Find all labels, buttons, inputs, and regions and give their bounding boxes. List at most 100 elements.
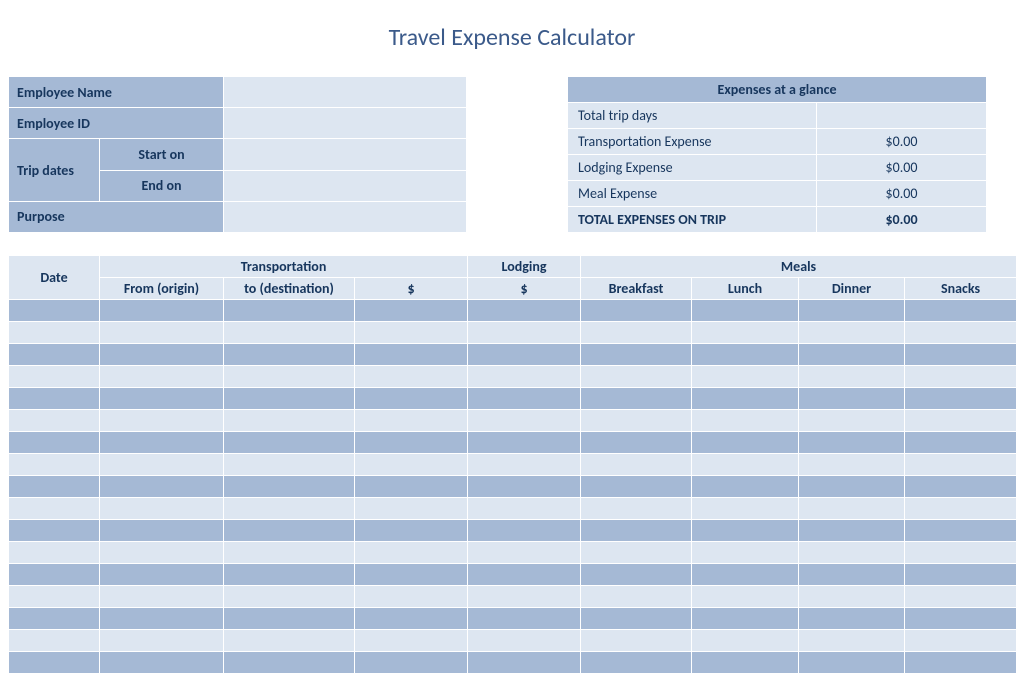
cell-snacks[interactable] xyxy=(905,520,1017,542)
purpose-value[interactable] xyxy=(224,201,467,232)
cell-lodging_amount[interactable] xyxy=(468,630,581,652)
cell-from[interactable] xyxy=(100,388,224,410)
cell-dinner[interactable] xyxy=(799,476,905,498)
cell-lodging_amount[interactable] xyxy=(468,608,581,630)
cell-lodging_amount[interactable] xyxy=(468,454,581,476)
cell-breakfast[interactable] xyxy=(581,322,692,344)
cell-to[interactable] xyxy=(224,388,355,410)
cell-to[interactable] xyxy=(224,498,355,520)
start-on-value[interactable] xyxy=(224,139,467,170)
cell-from[interactable] xyxy=(100,630,224,652)
cell-from[interactable] xyxy=(100,586,224,608)
cell-to[interactable] xyxy=(224,652,355,674)
cell-from[interactable] xyxy=(100,366,224,388)
cell-lunch[interactable] xyxy=(692,630,799,652)
cell-date[interactable] xyxy=(9,322,100,344)
cell-to[interactable] xyxy=(224,300,355,322)
cell-trans_amount[interactable] xyxy=(355,652,468,674)
cell-lunch[interactable] xyxy=(692,344,799,366)
cell-dinner[interactable] xyxy=(799,454,905,476)
cell-from[interactable] xyxy=(100,432,224,454)
cell-breakfast[interactable] xyxy=(581,454,692,476)
cell-snacks[interactable] xyxy=(905,630,1017,652)
cell-snacks[interactable] xyxy=(905,608,1017,630)
cell-lunch[interactable] xyxy=(692,542,799,564)
cell-lodging_amount[interactable] xyxy=(468,586,581,608)
cell-lodging_amount[interactable] xyxy=(468,344,581,366)
cell-lodging_amount[interactable] xyxy=(468,498,581,520)
cell-lunch[interactable] xyxy=(692,520,799,542)
cell-trans_amount[interactable] xyxy=(355,388,468,410)
cell-breakfast[interactable] xyxy=(581,520,692,542)
cell-from[interactable] xyxy=(100,498,224,520)
employee-name-value[interactable] xyxy=(224,77,467,108)
cell-breakfast[interactable] xyxy=(581,432,692,454)
cell-date[interactable] xyxy=(9,476,100,498)
cell-dinner[interactable] xyxy=(799,300,905,322)
cell-to[interactable] xyxy=(224,520,355,542)
cell-breakfast[interactable] xyxy=(581,586,692,608)
cell-trans_amount[interactable] xyxy=(355,366,468,388)
cell-snacks[interactable] xyxy=(905,410,1017,432)
cell-to[interactable] xyxy=(224,432,355,454)
cell-to[interactable] xyxy=(224,608,355,630)
cell-dinner[interactable] xyxy=(799,608,905,630)
cell-date[interactable] xyxy=(9,454,100,476)
cell-lunch[interactable] xyxy=(692,564,799,586)
cell-from[interactable] xyxy=(100,410,224,432)
cell-from[interactable] xyxy=(100,520,224,542)
cell-from[interactable] xyxy=(100,652,224,674)
cell-from[interactable] xyxy=(100,608,224,630)
cell-date[interactable] xyxy=(9,366,100,388)
cell-snacks[interactable] xyxy=(905,344,1017,366)
cell-lunch[interactable] xyxy=(692,300,799,322)
cell-trans_amount[interactable] xyxy=(355,608,468,630)
cell-date[interactable] xyxy=(9,388,100,410)
cell-lodging_amount[interactable] xyxy=(468,366,581,388)
cell-lodging_amount[interactable] xyxy=(468,388,581,410)
cell-snacks[interactable] xyxy=(905,652,1017,674)
cell-lunch[interactable] xyxy=(692,454,799,476)
cell-date[interactable] xyxy=(9,630,100,652)
cell-dinner[interactable] xyxy=(799,630,905,652)
cell-trans_amount[interactable] xyxy=(355,564,468,586)
cell-date[interactable] xyxy=(9,520,100,542)
cell-from[interactable] xyxy=(100,344,224,366)
cell-dinner[interactable] xyxy=(799,388,905,410)
cell-lodging_amount[interactable] xyxy=(468,322,581,344)
cell-date[interactable] xyxy=(9,608,100,630)
cell-lodging_amount[interactable] xyxy=(468,652,581,674)
cell-dinner[interactable] xyxy=(799,520,905,542)
cell-trans_amount[interactable] xyxy=(355,586,468,608)
cell-snacks[interactable] xyxy=(905,542,1017,564)
cell-to[interactable] xyxy=(224,322,355,344)
cell-to[interactable] xyxy=(224,476,355,498)
cell-dinner[interactable] xyxy=(799,542,905,564)
cell-lodging_amount[interactable] xyxy=(468,432,581,454)
cell-to[interactable] xyxy=(224,454,355,476)
cell-trans_amount[interactable] xyxy=(355,344,468,366)
cell-lunch[interactable] xyxy=(692,498,799,520)
cell-trans_amount[interactable] xyxy=(355,300,468,322)
cell-dinner[interactable] xyxy=(799,366,905,388)
cell-breakfast[interactable] xyxy=(581,300,692,322)
cell-to[interactable] xyxy=(224,366,355,388)
cell-trans_amount[interactable] xyxy=(355,542,468,564)
cell-snacks[interactable] xyxy=(905,454,1017,476)
cell-snacks[interactable] xyxy=(905,498,1017,520)
cell-lunch[interactable] xyxy=(692,366,799,388)
cell-date[interactable] xyxy=(9,542,100,564)
cell-snacks[interactable] xyxy=(905,586,1017,608)
end-on-value[interactable] xyxy=(224,170,467,201)
cell-trans_amount[interactable] xyxy=(355,476,468,498)
cell-date[interactable] xyxy=(9,432,100,454)
cell-lunch[interactable] xyxy=(692,586,799,608)
cell-from[interactable] xyxy=(100,476,224,498)
cell-dinner[interactable] xyxy=(799,410,905,432)
cell-date[interactable] xyxy=(9,498,100,520)
cell-dinner[interactable] xyxy=(799,586,905,608)
cell-date[interactable] xyxy=(9,300,100,322)
cell-lodging_amount[interactable] xyxy=(468,520,581,542)
cell-lodging_amount[interactable] xyxy=(468,542,581,564)
cell-snacks[interactable] xyxy=(905,432,1017,454)
